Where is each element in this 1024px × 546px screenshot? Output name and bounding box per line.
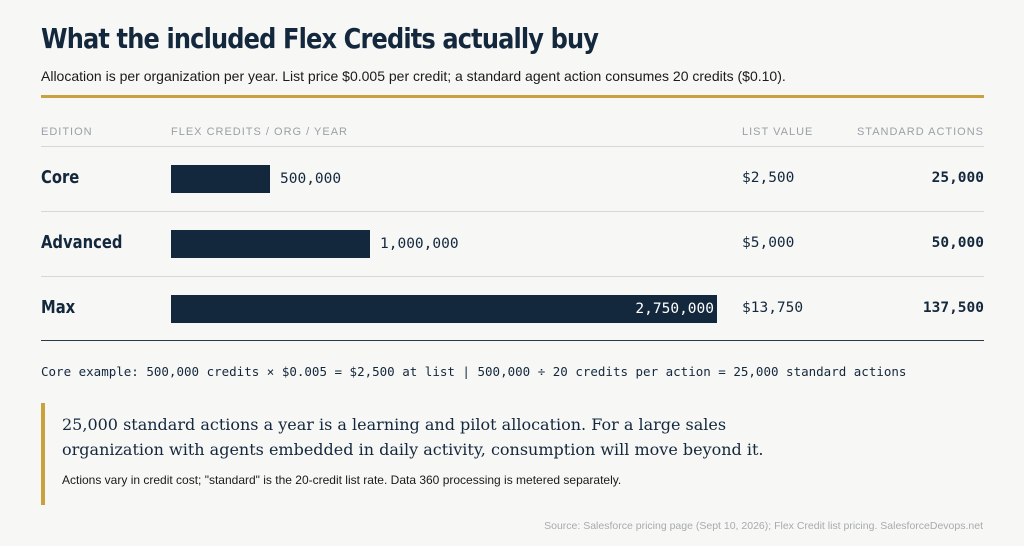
column-header-list-value: LIST VALUE: [742, 126, 814, 138]
row-divider: [41, 211, 984, 212]
callout-text: 25,000 standard actions a year is a lear…: [62, 415, 764, 459]
credits-bar: [171, 165, 270, 193]
table-bottom-rule: [41, 340, 984, 341]
edition-label: Max: [41, 297, 76, 318]
source-note: Source: Salesforce pricing page (Sept 10…: [544, 520, 983, 532]
credits-value-label: 1,000,000: [380, 236, 459, 252]
list-value-cell: $5,000: [742, 235, 795, 251]
credits-value-label: 2,750,000: [635, 301, 714, 317]
standard-actions-cell: 50,000: [931, 235, 984, 251]
callout-note: Actions vary in credit cost; "standard" …: [62, 473, 622, 487]
edition-label: Core: [41, 167, 80, 188]
accent-rule: [41, 95, 984, 98]
row-divider: [41, 276, 984, 277]
callout-accent-bar: [41, 403, 45, 505]
edition-label: Advanced: [41, 232, 123, 253]
formula-example: Core example: 500,000 credits × $0.005 =…: [41, 364, 907, 379]
column-header-standard-actions: STANDARD ACTIONS: [856, 126, 984, 138]
header-divider: [41, 146, 984, 147]
credits-bar: [171, 295, 717, 323]
standard-actions-cell: 137,500: [922, 300, 984, 316]
chart-subtitle: Allocation is per organization per year.…: [41, 68, 786, 84]
list-value-cell: $13,750: [742, 300, 804, 316]
standard-actions-cell: 25,000: [931, 170, 984, 186]
column-header-edition: EDITION: [41, 126, 93, 138]
chart-title: What the included Flex Credits actually …: [41, 22, 599, 55]
list-value-cell: $2,500: [742, 170, 795, 186]
credits-bar: [171, 230, 370, 258]
column-header-flex-credits: FLEX CREDITS / ORG / YEAR: [171, 126, 348, 138]
credits-value-label: 500,000: [280, 171, 342, 187]
